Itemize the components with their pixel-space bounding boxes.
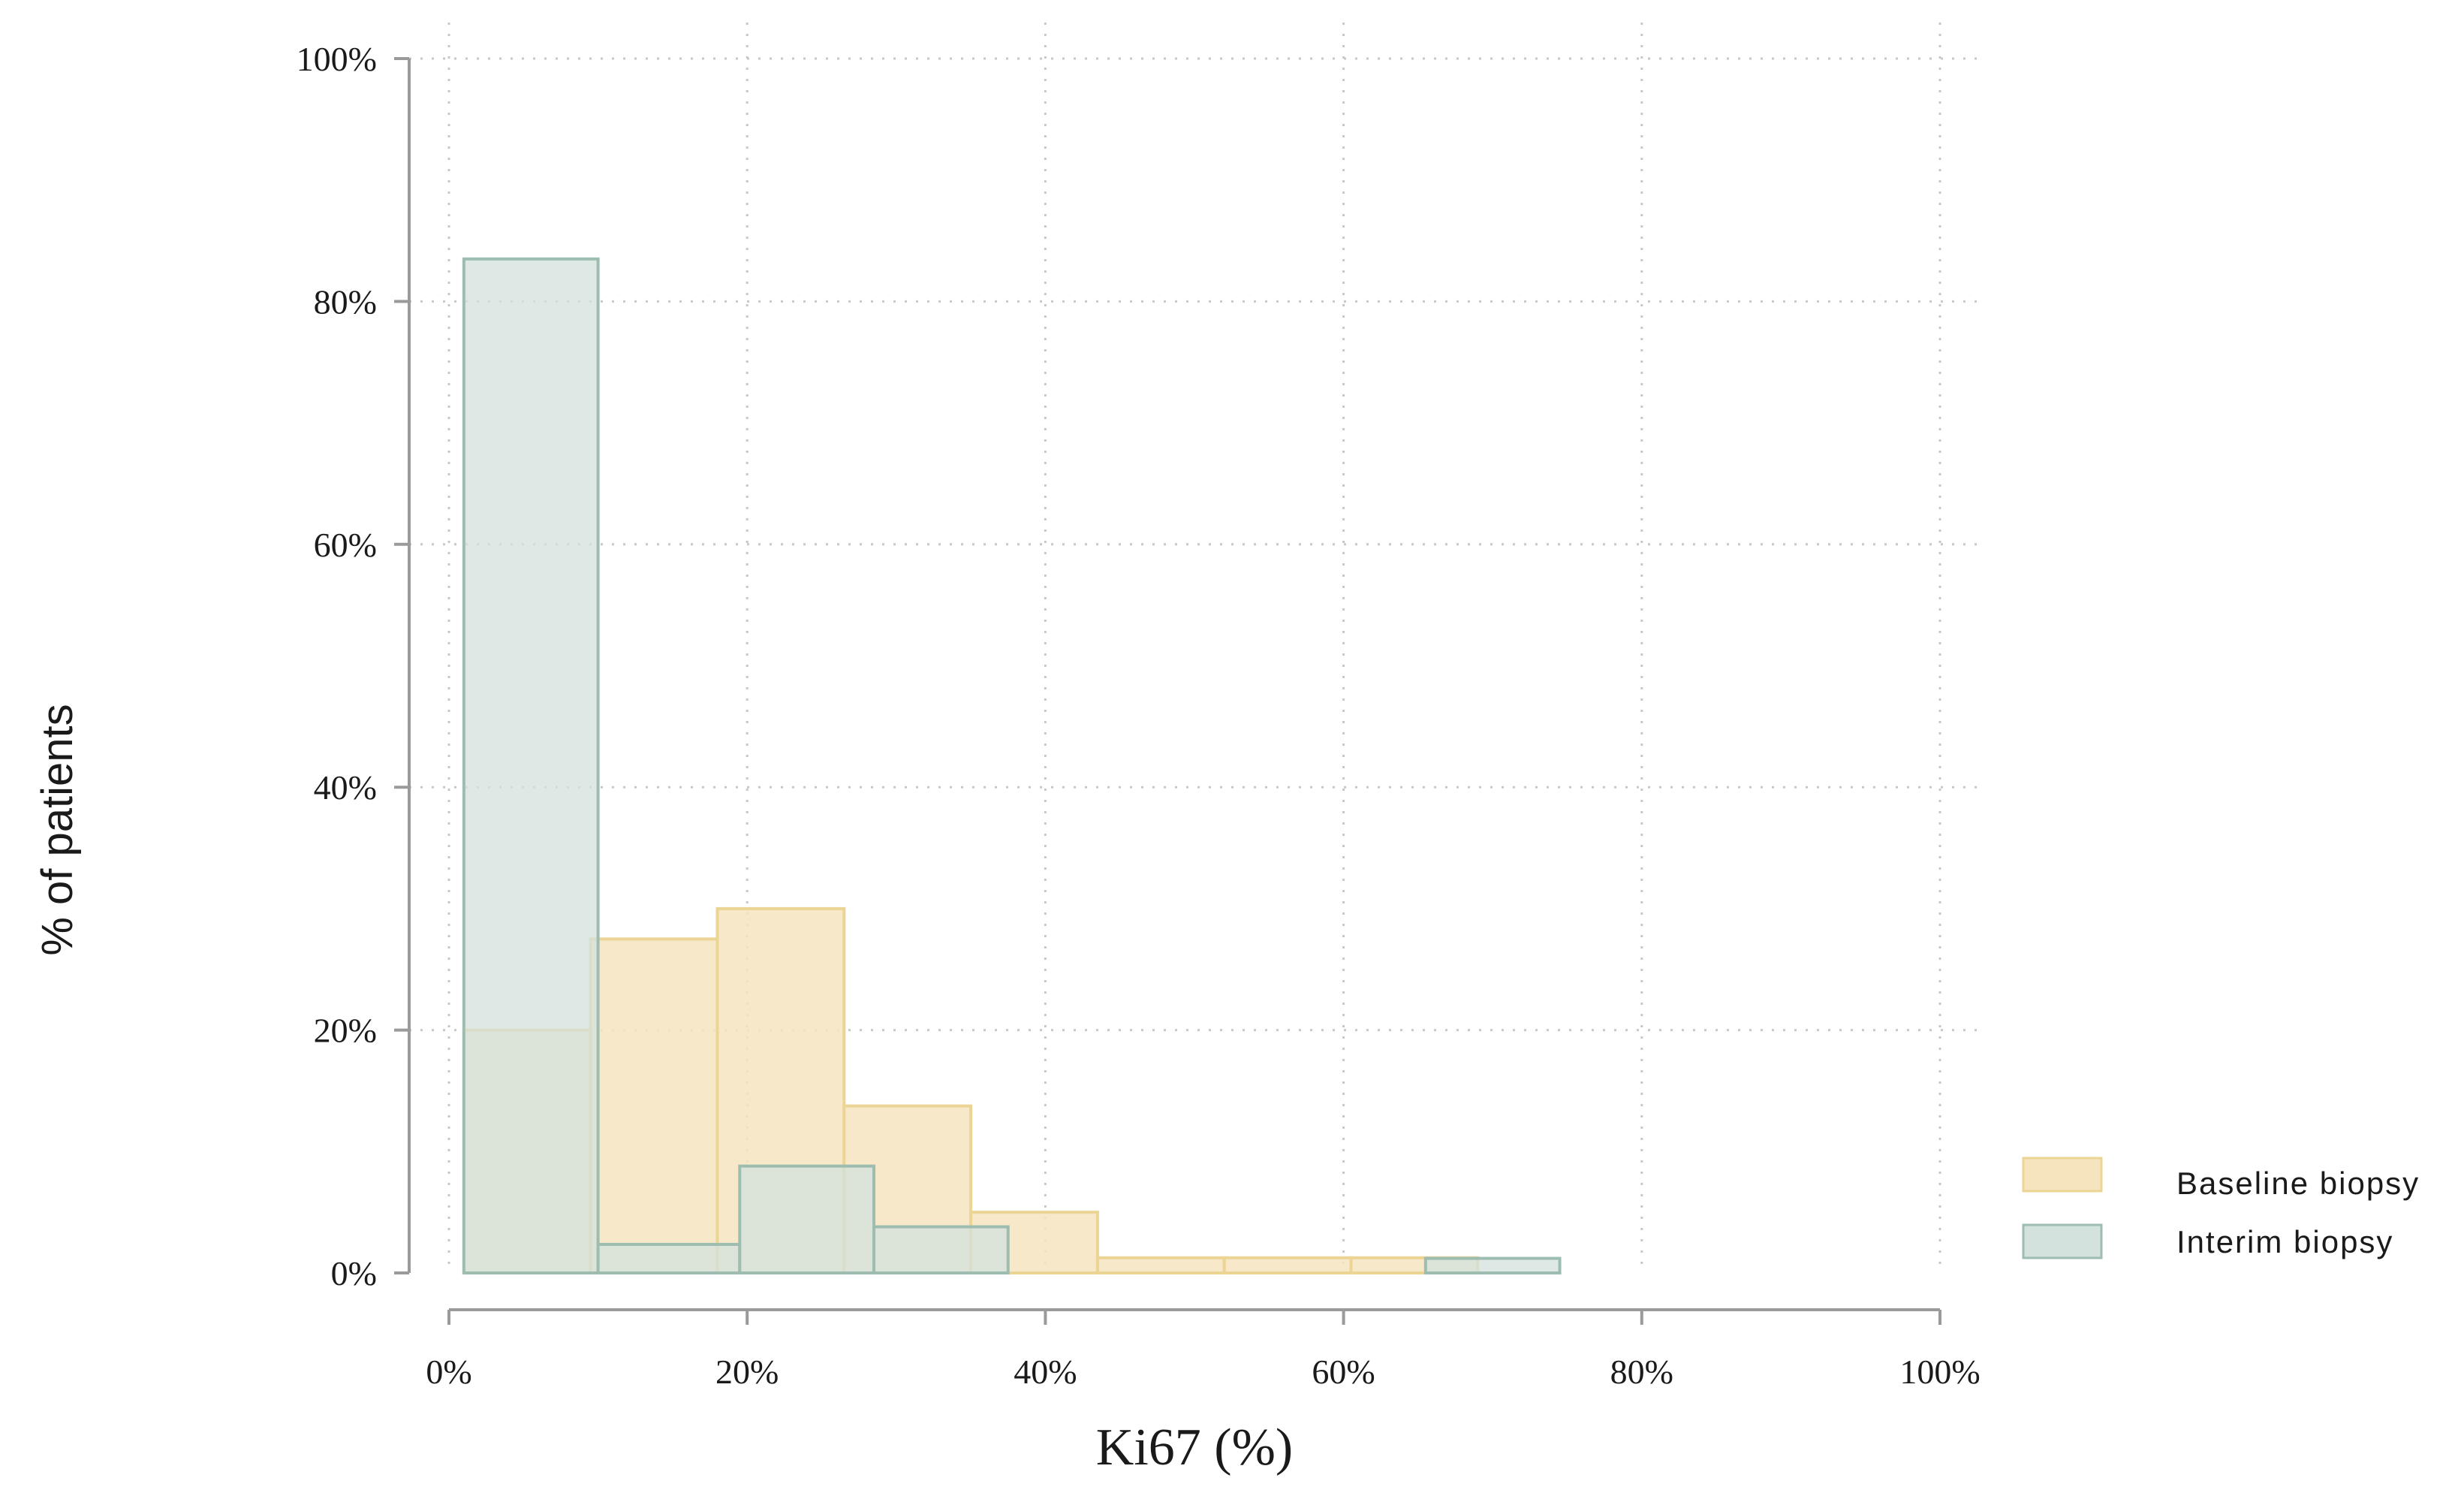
interim-bar bbox=[596, 1243, 742, 1274]
x-tick-label: 100% bbox=[1899, 1353, 1980, 1391]
x-tick-label: 20% bbox=[715, 1353, 779, 1391]
baseline-series bbox=[462, 906, 1480, 1275]
interim-bar bbox=[872, 1225, 1010, 1274]
y-axis-ticks: 0% 20% 40% 60% 80% 100% bbox=[297, 40, 409, 1292]
legend-label-baseline: Baseline biopsy bbox=[2176, 1166, 2420, 1201]
legend: Baseline biopsy Interim biopsy bbox=[2022, 1157, 2420, 1259]
x-tick-label: 60% bbox=[1312, 1353, 1375, 1391]
y-axis-title: % of patients bbox=[33, 704, 82, 955]
legend-swatch-baseline bbox=[2022, 1157, 2103, 1193]
x-axis-ticks: 0% 20% 40% 60% 80% 100% bbox=[426, 1310, 1981, 1391]
y-tick-label: 80% bbox=[314, 282, 377, 321]
baseline-bar bbox=[589, 937, 719, 1274]
legend-label-interim: Interim biopsy bbox=[2176, 1224, 2393, 1259]
legend-swatch-interim bbox=[2022, 1223, 2103, 1259]
x-axis-title: Ki67 (%) bbox=[1096, 1419, 1293, 1476]
x-tick-label: 80% bbox=[1610, 1353, 1673, 1391]
interim-bar bbox=[738, 1164, 876, 1274]
y-tick-label: 100% bbox=[297, 40, 377, 78]
interim-bar bbox=[1423, 1256, 1562, 1274]
legend-item-baseline: Baseline biopsy bbox=[2022, 1157, 2420, 1201]
y-tick-label: 40% bbox=[314, 768, 377, 807]
x-tick-label: 40% bbox=[1014, 1353, 1077, 1391]
interim-series bbox=[462, 257, 1562, 1274]
y-tick-label: 60% bbox=[314, 526, 377, 564]
y-tick-label: 0% bbox=[331, 1254, 377, 1292]
x-tick-label: 0% bbox=[426, 1353, 471, 1391]
interim-bar bbox=[462, 257, 600, 1274]
baseline-bar bbox=[1095, 1256, 1226, 1274]
axes bbox=[408, 59, 1940, 1311]
baseline-bar bbox=[1222, 1256, 1353, 1274]
legend-item-interim: Interim biopsy bbox=[2022, 1223, 2393, 1259]
y-tick-label: 20% bbox=[314, 1012, 377, 1050]
